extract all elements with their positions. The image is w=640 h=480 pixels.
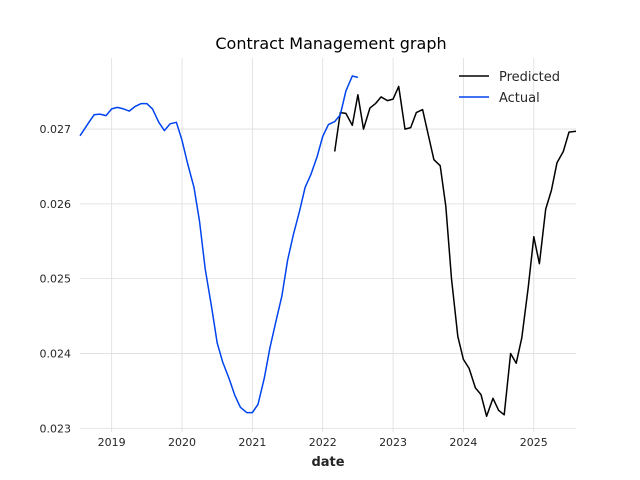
series-line-actual: [79, 75, 359, 414]
x-tick-label-2021: 2021: [238, 436, 266, 449]
legend: Predicted Actual: [459, 70, 560, 106]
x-tick-label-2023: 2023: [379, 436, 407, 449]
chart-title: Contract Management graph: [215, 34, 446, 53]
y-axis-ticks: 0.023 0.024 0.025 0.026 0.027: [40, 123, 72, 435]
y-tick-label-0.024: 0.024: [40, 347, 72, 360]
y-tick-label-0.023: 0.023: [40, 422, 72, 435]
x-tick-label-2020: 2020: [168, 436, 196, 449]
y-tick-label-0.026: 0.026: [40, 198, 72, 211]
y-tick-label-0.025: 0.025: [40, 273, 72, 286]
x-tick-label-2024: 2024: [449, 436, 477, 449]
x-tick-label-2019: 2019: [98, 436, 126, 449]
legend-label-predicted: Predicted: [499, 70, 560, 85]
y-tick-label-0.027: 0.027: [40, 123, 72, 136]
series-line-predicted: [333, 85, 577, 418]
x-axis-ticks: 2019 2020 2021 2022 2023 2024 2025: [98, 436, 548, 449]
series-layer: [79, 75, 577, 418]
x-axis-label: date: [311, 455, 344, 470]
x-tick-label-2025: 2025: [520, 436, 548, 449]
x-tick-label-2022: 2022: [309, 436, 337, 449]
legend-label-actual: Actual: [499, 91, 540, 106]
